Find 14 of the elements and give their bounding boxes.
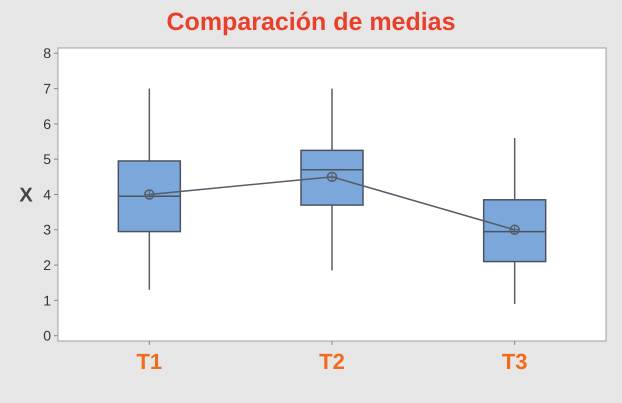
chart-title: Comparación de medias xyxy=(166,8,456,36)
y-tick-label: 0 xyxy=(43,328,52,344)
x-tick-label: T2 xyxy=(319,349,345,374)
y-tick-label: 6 xyxy=(43,116,52,132)
y-tick-label: 1 xyxy=(43,292,52,308)
y-tick-label: 7 xyxy=(43,80,52,96)
x-tick-label: T1 xyxy=(136,349,162,374)
y-tick-label: 3 xyxy=(43,222,52,238)
y-axis-title: X xyxy=(19,184,34,206)
y-tick-label: 8 xyxy=(43,45,52,62)
y-tick-label: 5 xyxy=(43,151,52,168)
y-tick-label: 4 xyxy=(43,186,52,202)
y-tick-label: 2 xyxy=(43,257,52,273)
x-tick-label: T3 xyxy=(502,349,528,374)
